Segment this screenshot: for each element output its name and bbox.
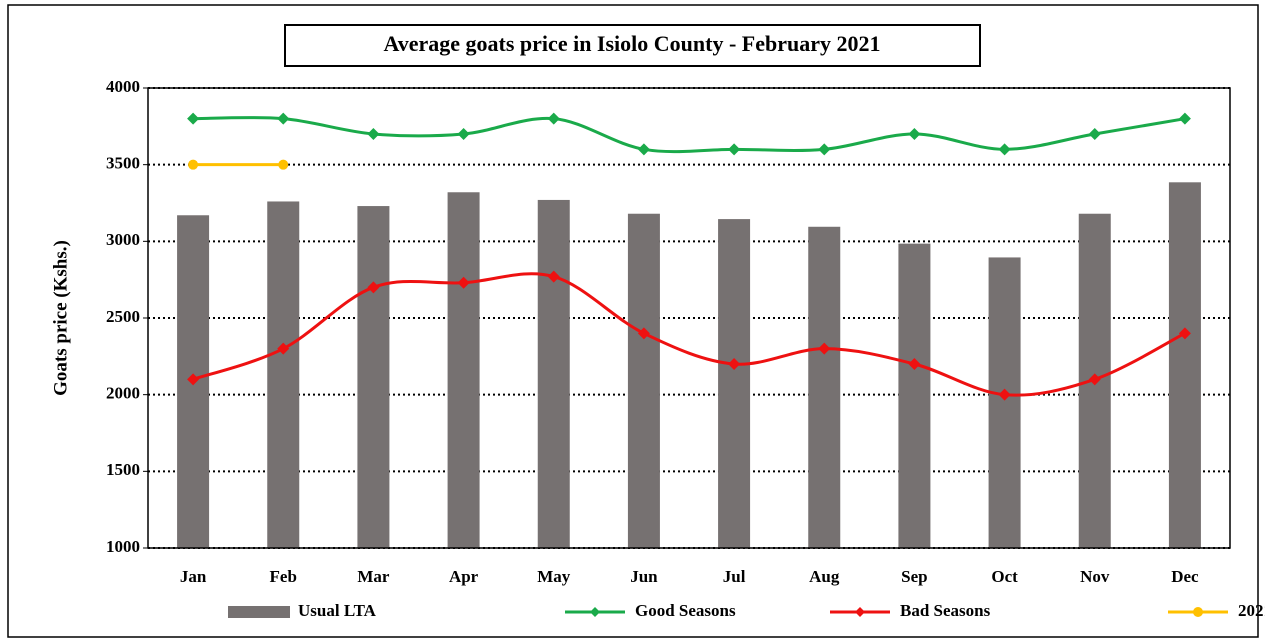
y-tick-label: 3000 [106, 230, 140, 249]
bar [447, 192, 480, 548]
x-tick-label: Aug [809, 567, 840, 586]
point [1178, 327, 1191, 340]
legend-label: 2021 [1238, 601, 1265, 620]
point [547, 270, 560, 283]
point [998, 143, 1011, 156]
point [277, 112, 290, 125]
point [818, 143, 831, 156]
bar [537, 199, 570, 548]
line [192, 272, 1186, 397]
x-tick-label: Apr [449, 567, 479, 586]
point [998, 388, 1011, 401]
point [278, 159, 289, 170]
point [457, 128, 470, 140]
point [728, 143, 741, 156]
y-tick-label: 4000 [106, 77, 140, 96]
x-tick-label: Jan [180, 567, 207, 586]
y-tick-label: 2500 [106, 307, 140, 326]
y-tick-label: 1000 [106, 537, 140, 556]
point [728, 358, 741, 370]
bar [808, 226, 841, 548]
point [1088, 128, 1101, 140]
chart-title: Average goats price in Isiolo County - F… [384, 31, 881, 56]
plot-border [147, 87, 1231, 549]
legend-label: Good Seasons [635, 601, 736, 620]
legend-marker [1193, 607, 1203, 617]
chart-border [7, 4, 1259, 638]
x-tick-label: Dec [1171, 567, 1199, 586]
x-tick-label: Feb [270, 567, 297, 586]
point [637, 143, 650, 156]
y-tick-label: 3500 [106, 154, 140, 173]
x-tick-label: Sep [901, 567, 927, 586]
point [187, 373, 200, 386]
legend-marker [590, 607, 600, 617]
bar [1168, 182, 1201, 549]
point [818, 342, 831, 355]
point [637, 327, 650, 340]
point [908, 358, 921, 370]
point [1088, 373, 1101, 386]
point [277, 342, 290, 355]
legend-swatch [228, 606, 290, 618]
line [193, 116, 1186, 154]
bar [898, 243, 931, 548]
point [908, 128, 921, 140]
legend-marker [855, 607, 865, 617]
legend-label: Usual LTA [298, 601, 377, 620]
point [367, 281, 380, 294]
point [1178, 112, 1191, 125]
x-tick-label: May [537, 567, 571, 586]
y-tick-label: 1500 [106, 460, 140, 479]
y-tick-label: 2000 [106, 384, 140, 403]
bar [267, 201, 300, 548]
x-tick-label: Jun [630, 567, 658, 586]
x-tick-label: Jul [723, 567, 746, 586]
bar [357, 206, 390, 549]
point [187, 112, 200, 125]
point [188, 159, 199, 170]
x-tick-label: Nov [1080, 567, 1110, 586]
bar [718, 219, 751, 548]
legend-label: Bad Seasons [900, 601, 991, 620]
point [367, 128, 380, 140]
bar [988, 257, 1021, 548]
point [547, 112, 560, 125]
bar [627, 213, 660, 548]
point [457, 276, 470, 289]
title-box [284, 24, 981, 67]
x-tick-label: Oct [991, 567, 1018, 586]
y-axis-label: Goats price (Kshs.) [50, 240, 71, 396]
x-tick-label: Mar [357, 567, 390, 586]
